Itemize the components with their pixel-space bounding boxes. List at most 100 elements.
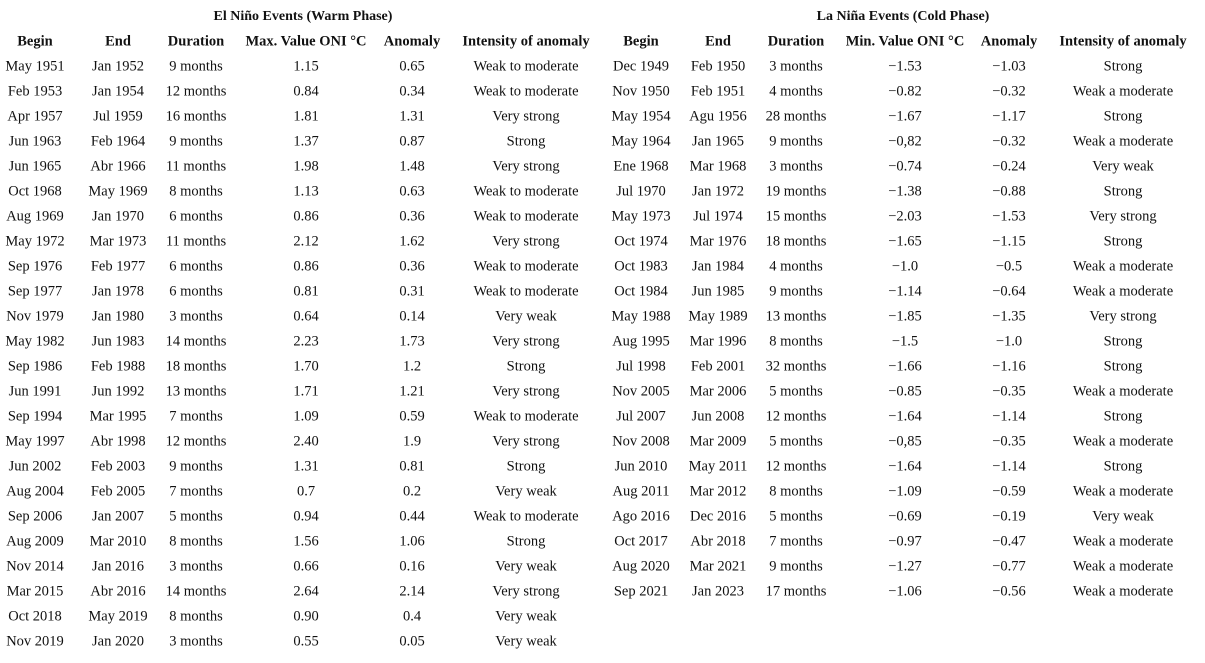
table-cell: 0.31 — [399, 283, 424, 299]
table-cell: Very strong — [1089, 308, 1156, 324]
table-cell: Strong — [1104, 108, 1143, 124]
table-cell: Nov 2014 — [6, 558, 64, 574]
table-cell: 0.16 — [399, 558, 424, 574]
table-cell: 11 months — [166, 158, 227, 174]
table-cell: 7 months — [769, 533, 823, 549]
table-cell: May 1972 — [5, 233, 64, 249]
table-cell: Ene 1968 — [613, 158, 668, 174]
table-cell: −1.16 — [992, 358, 1026, 374]
table-cell: 7 months — [169, 408, 223, 424]
table-cell: Nov 2019 — [6, 633, 64, 649]
table-cell: −0.19 — [992, 508, 1026, 524]
table-cell: 6 months — [169, 208, 223, 224]
table-cell: Strong — [1104, 458, 1143, 474]
table-cell: 2.23 — [293, 333, 318, 349]
table-cell: −1.14 — [992, 408, 1026, 424]
table-cell: Agu 1956 — [689, 108, 747, 124]
table-cell: 12 months — [766, 408, 827, 424]
table-cell: 8 months — [769, 333, 823, 349]
table-cell: 0.81 — [293, 283, 318, 299]
table-cell: 0.86 — [293, 208, 318, 224]
table-cell: Weak to moderate — [473, 283, 578, 299]
table-cell: 0.59 — [399, 408, 424, 424]
table-cell: −0.24 — [992, 158, 1026, 174]
table-cell: −1.0 — [892, 258, 918, 274]
table-cell: May 1964 — [611, 133, 671, 149]
table-cell: −1.38 — [888, 183, 922, 199]
table-cell: Feb 2005 — [91, 483, 145, 499]
table-cell: Feb 1951 — [691, 83, 745, 99]
table-cell: Mar 2021 — [690, 558, 747, 574]
table-cell: May 2011 — [689, 458, 748, 474]
table-cell: −0,85 — [888, 433, 922, 449]
table-cell: −1.53 — [888, 58, 922, 74]
table-cell: 1.56 — [293, 533, 318, 549]
table-cell: Sep 1986 — [8, 358, 62, 374]
table-cell: 1.62 — [399, 233, 424, 249]
table-cell: −1.85 — [888, 308, 922, 324]
table-cell: −0.97 — [888, 533, 922, 549]
table-cell: Aug 2020 — [612, 558, 670, 574]
table-cell: May 1989 — [688, 308, 747, 324]
table-cell: Dec 2016 — [690, 508, 746, 524]
table-cell: 1.70 — [293, 358, 318, 374]
table-cell: 5 months — [769, 433, 823, 449]
table-cell: Weak a moderate — [1073, 483, 1173, 499]
table-cell: 17 months — [766, 583, 827, 599]
table-cell: Nov 2008 — [612, 433, 670, 449]
table-cell: 1.31 — [293, 458, 318, 474]
column-header: Begin — [17, 33, 52, 49]
table-cell: May 1982 — [5, 333, 64, 349]
table-cell: Jan 1952 — [92, 58, 144, 74]
column-header: Duration — [168, 33, 224, 49]
table-cell: Aug 1969 — [6, 208, 64, 224]
table-cell: 0.81 — [399, 458, 424, 474]
table-cell: −0.74 — [888, 158, 922, 174]
table-cell: Very weak — [495, 558, 557, 574]
table-cell: Jan 1972 — [692, 183, 744, 199]
table-cell: 4 months — [769, 83, 823, 99]
table-cell: Jan 1970 — [92, 208, 144, 224]
table-cell: Ago 2016 — [612, 508, 670, 524]
table-cell: 0.4 — [403, 608, 422, 624]
table-cell: Mar 2009 — [690, 433, 747, 449]
table-cell: −1.66 — [888, 358, 922, 374]
table-cell: Nov 1950 — [612, 83, 670, 99]
table-cell: 15 months — [766, 208, 827, 224]
table-cell: 0.90 — [293, 608, 318, 624]
table-cell: Jun 1985 — [692, 283, 745, 299]
table-cell: Weak a moderate — [1073, 83, 1173, 99]
table-cell: Aug 2009 — [6, 533, 64, 549]
table-cell: Jan 1978 — [92, 283, 144, 299]
table-cell: −1.35 — [992, 308, 1026, 324]
table-cell: Strong — [1104, 58, 1143, 74]
table-cell: 3 months — [169, 308, 223, 324]
table-cell: −0.47 — [992, 533, 1026, 549]
table-cell: Apr 1957 — [7, 108, 62, 124]
table-cell: 2.14 — [399, 583, 425, 599]
table-cell: Nov 1979 — [6, 308, 64, 324]
table-cell: −1.64 — [888, 408, 922, 424]
table-cell: Sep 1976 — [8, 258, 62, 274]
table-cell: Weak to moderate — [473, 508, 578, 524]
table-cell: 0.65 — [399, 58, 424, 74]
table-cell: 1.9 — [403, 433, 421, 449]
table-cell: Very strong — [492, 433, 559, 449]
table-cell: 0.14 — [399, 308, 425, 324]
table-cell: Sep 2006 — [8, 508, 62, 524]
column-header: End — [705, 33, 731, 49]
table-cell: Feb 2001 — [691, 358, 745, 374]
table-cell: 0.36 — [399, 258, 424, 274]
table-cell: −0.5 — [996, 258, 1022, 274]
table-cell: Weak a moderate — [1073, 533, 1173, 549]
table-cell: −1.15 — [992, 233, 1026, 249]
table-cell: 1.2 — [403, 358, 421, 374]
table-cell: −0,82 — [888, 133, 922, 149]
table-cell: 0.44 — [399, 508, 425, 524]
table-cell: Dec 1949 — [613, 58, 669, 74]
table-cell: 32 months — [766, 358, 827, 374]
table-cell: 1.71 — [293, 383, 318, 399]
table-cell: −0.32 — [992, 83, 1026, 99]
table-cell: 9 months — [769, 558, 823, 574]
table-cell: −1.17 — [992, 108, 1026, 124]
